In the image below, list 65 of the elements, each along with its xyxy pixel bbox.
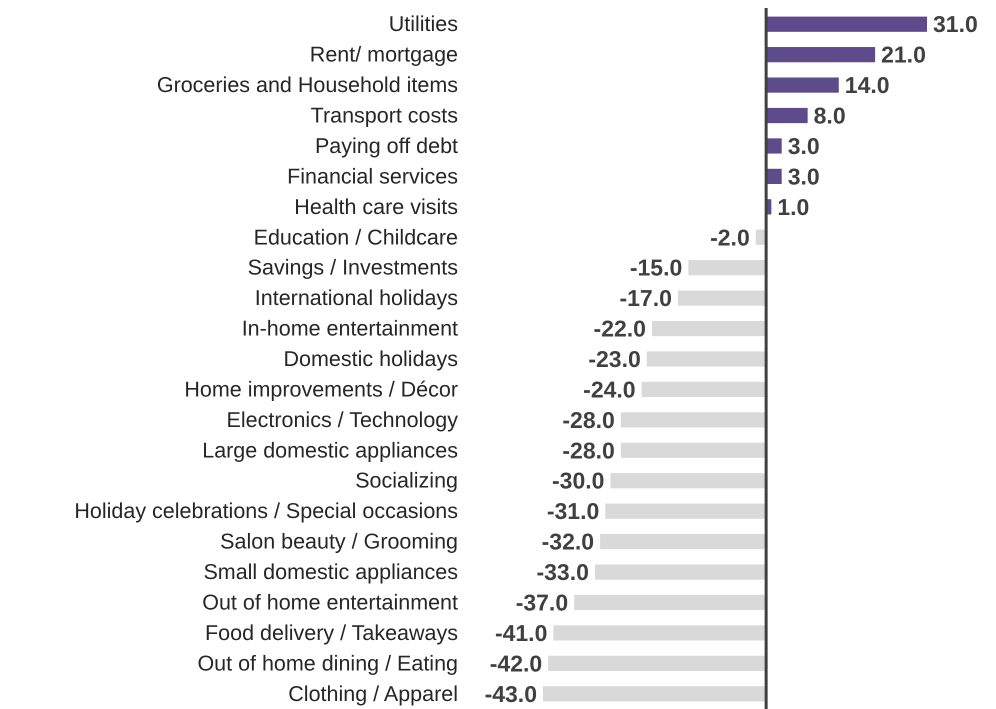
data-label: -22.0 [594, 316, 646, 342]
y-tick-label: Salon beauty / Grooming [220, 530, 458, 554]
y-tick-label: Out of home entertainment [202, 590, 458, 614]
y-tick-label: Financial services [287, 164, 458, 188]
bar [642, 382, 766, 398]
bar [600, 534, 766, 550]
y-tick-label: Large domestic appliances [202, 438, 458, 462]
data-label: -23.0 [588, 346, 641, 372]
data-label: 8.0 [814, 102, 846, 129]
y-tick-label: Food delivery / Takeaways [205, 620, 458, 645]
data-label: 31.0 [933, 11, 978, 38]
data-label: -24.0 [583, 376, 636, 402]
bar [646, 351, 766, 367]
y-tick-label: Socializing [355, 468, 458, 493]
data-label: -31.0 [546, 498, 600, 524]
data-label: -33.0 [536, 559, 589, 586]
data-label: -17.0 [619, 285, 672, 312]
y-tick-label: Groceries and Household items [156, 73, 458, 98]
data-label: 21.0 [881, 42, 926, 68]
bar [766, 16, 927, 32]
y-tick-label: Utilities [388, 12, 458, 36]
data-label: 3.0 [788, 132, 820, 159]
bar [678, 290, 766, 306]
y-tick-label: Out of home dining / Eating [197, 651, 458, 676]
bar [620, 442, 766, 458]
data-label: -15.0 [630, 254, 682, 281]
bar [574, 594, 766, 610]
bar [594, 564, 766, 580]
bar [610, 473, 766, 488]
y-tick-label: Education / Childcare [254, 225, 458, 250]
bar [766, 108, 808, 124]
data-label: -30.0 [552, 468, 604, 494]
data-label: -42.0 [490, 650, 542, 676]
bar [766, 47, 876, 62]
y-tick-label: Domestic holidays [284, 347, 458, 371]
data-label: 1.0 [777, 194, 810, 220]
y-tick-label: Small domestic appliances [203, 560, 458, 584]
bar [548, 656, 766, 671]
bar [620, 412, 766, 428]
y-tick-label: Clothing / Apparel [288, 682, 458, 706]
data-label: -41.0 [494, 620, 548, 646]
bar [688, 260, 766, 276]
y-tick-label: Savings / Investments [248, 256, 458, 280]
bar [652, 320, 766, 336]
bar [766, 77, 839, 93]
y-tick-label: Holiday celebrations / Special occasions [74, 499, 458, 524]
data-label: -32.0 [542, 528, 594, 555]
data-label: 14.0 [844, 72, 890, 98]
data-label: -37.0 [516, 589, 568, 616]
bar [553, 625, 766, 641]
bar [605, 504, 766, 519]
y-tick-label: Rent/ mortgage [310, 42, 458, 67]
y-tick-label: Electronics / Technology [226, 408, 458, 432]
y-tick-label: In-home entertainment [242, 316, 458, 341]
data-label: -28.0 [562, 406, 615, 433]
y-tick-label: International holidays [254, 286, 458, 310]
data-label: -43.0 [484, 680, 537, 707]
y-tick-label: Home improvements / Décor [184, 377, 458, 402]
y-tick-label: Paying off debt [314, 134, 458, 158]
data-label: 3.0 [788, 163, 820, 190]
bar [543, 686, 766, 702]
y-tick-label: Health care visits [294, 194, 458, 219]
data-label: -28.0 [562, 437, 615, 464]
data-label: -2.0 [710, 224, 750, 250]
y-tick-label: Transport costs [310, 104, 458, 128]
